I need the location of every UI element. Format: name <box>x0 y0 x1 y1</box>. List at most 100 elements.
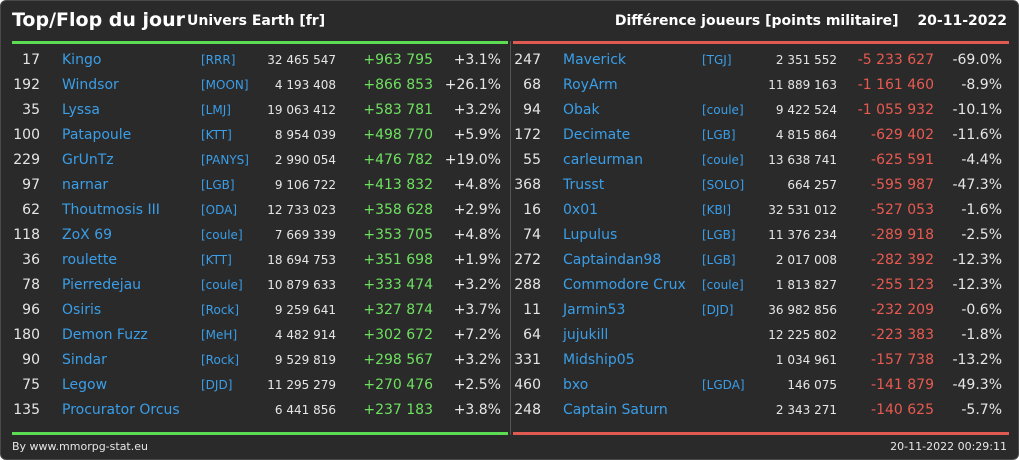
top-row: 100 Patapoule [KTT] 8 954 039 +498 770 +5.9% <box>12 123 508 148</box>
alliance-tag-link[interactable]: [KTT] <box>201 253 232 267</box>
percent-cell: +4.8% <box>453 177 501 193</box>
diff-cell: -141 879 <box>871 377 934 393</box>
player-name-link[interactable]: GrUnTz <box>62 152 114 168</box>
percent-cell: -47.3% <box>952 177 1002 193</box>
alliance-tag-link[interactable]: [RRR] <box>201 53 236 67</box>
alliance-tag-link[interactable]: [DJD] <box>702 303 734 317</box>
player-name-link[interactable]: Windsor <box>62 77 119 93</box>
points-cell: 2 990 054 <box>274 153 336 167</box>
top-rule-upper <box>12 41 508 44</box>
player-name-link[interactable]: narnar <box>62 177 109 193</box>
percent-cell: -69.0% <box>952 52 1002 68</box>
player-name-link[interactable]: RoyArm <box>563 77 618 93</box>
rank-cell: 75 <box>22 377 40 393</box>
percent-cell: +26.1% <box>444 77 501 93</box>
player-name-link[interactable]: Procurator Orcus <box>62 402 180 418</box>
alliance-tag-link[interactable]: [LMJ] <box>201 103 231 117</box>
alliance-tag-link[interactable]: [LGB] <box>702 228 736 242</box>
player-name-link[interactable]: Legow <box>62 377 108 393</box>
rank-cell: 331 <box>514 352 541 368</box>
points-cell: 12 733 023 <box>267 203 336 217</box>
points-cell: 19 063 412 <box>267 103 336 117</box>
diff-cell: +498 770 <box>363 127 433 143</box>
player-name-link[interactable]: Trusst <box>563 177 605 193</box>
points-cell: 32 465 547 <box>267 53 336 67</box>
alliance-tag-link[interactable]: [coule] <box>702 278 744 292</box>
alliance-tag-link[interactable]: [coule] <box>201 278 243 292</box>
player-name-link[interactable]: Lupulus <box>563 227 618 243</box>
rank-cell: 16 <box>523 202 541 218</box>
alliance-tag-link[interactable]: [LGB] <box>702 253 736 267</box>
alliance-tag-link[interactable]: [SOLO] <box>702 178 745 192</box>
credit-link[interactable]: By www.mmorpg-stat.eu <box>12 440 148 453</box>
player-name-link[interactable]: Decimate <box>563 127 631 143</box>
player-name-link[interactable]: Kingo <box>62 52 102 68</box>
alliance-tag-link[interactable]: [LGDA] <box>702 378 745 392</box>
player-name-link[interactable]: Thoutmosis III <box>62 202 160 218</box>
top-row: 35 Lyssa [LMJ] 19 063 412 +583 781 +3.2% <box>12 98 508 123</box>
player-name-link[interactable]: Demon Fuzz <box>62 327 148 343</box>
rank-cell: 248 <box>514 402 541 418</box>
points-cell: 1 034 961 <box>775 353 837 367</box>
flop-rule-upper <box>513 41 1009 44</box>
player-name-link[interactable]: roulette <box>62 252 117 268</box>
percent-cell: -1.8% <box>961 327 1002 343</box>
top-row: 192 Windsor [MOON] 4 193 408 +866 853 +26.1% <box>12 73 508 98</box>
player-name-link[interactable]: Commodore Crux <box>563 277 686 293</box>
rank-cell: 55 <box>523 152 541 168</box>
percent-cell: -8.9% <box>961 77 1002 93</box>
points-cell: 8 954 039 <box>274 128 336 142</box>
player-name-link[interactable]: Obak <box>563 102 600 118</box>
points-cell: 36 982 856 <box>768 303 837 317</box>
player-name-link[interactable]: bxo <box>563 377 589 393</box>
alliance-tag-link[interactable]: [LGB] <box>201 178 235 192</box>
diff-cell: +866 853 <box>363 77 433 93</box>
percent-cell: +3.2% <box>453 352 501 368</box>
percent-cell: -10.1% <box>952 102 1002 118</box>
alliance-tag-link[interactable]: [DJD] <box>201 378 233 392</box>
player-name-link[interactable]: Patapoule <box>62 127 132 143</box>
alliance-tag-link[interactable]: [PANYS] <box>201 153 249 167</box>
player-name-link[interactable]: Captain Saturn <box>563 402 668 418</box>
alliance-tag-link[interactable]: [TGJ] <box>702 53 732 67</box>
alliance-tag-link[interactable]: [Rock] <box>201 303 240 317</box>
flop-row: 64 jujukill 12 225 802 -223 383 -1.8% <box>513 323 1009 348</box>
player-name-link[interactable]: Captaindan98 <box>563 252 662 268</box>
player-name-link[interactable]: ZoX 69 <box>62 227 113 243</box>
top-row: 75 Legow [DJD] 11 295 279 +270 476 +2.5% <box>12 373 508 398</box>
rank-cell: 90 <box>22 352 40 368</box>
player-name-link[interactable]: Lyssa <box>62 102 100 118</box>
alliance-tag-link[interactable]: [coule] <box>201 228 243 242</box>
flop-row: 460 bxo [LGDA] 146 075 -141 879 -49.3% <box>513 373 1009 398</box>
percent-cell: +5.9% <box>453 127 501 143</box>
player-name-link[interactable]: jujukill <box>563 327 609 343</box>
alliance-tag-link[interactable]: [MeH] <box>201 328 238 342</box>
alliance-tag-link[interactable]: [MOON] <box>201 78 249 92</box>
alliance-tag-link[interactable]: [ODA] <box>201 203 238 217</box>
points-cell: 4 815 864 <box>775 128 837 142</box>
alliance-tag-link[interactable]: [coule] <box>702 153 744 167</box>
points-cell: 4 482 914 <box>274 328 336 342</box>
alliance-tag-link[interactable]: [Rock] <box>201 353 240 367</box>
alliance-tag-link[interactable]: [coule] <box>702 103 744 117</box>
flop-row: 11 Jarmin53 [DJD] 36 982 856 -232 209 -0.6% <box>513 298 1009 323</box>
player-name-link[interactable]: Pierredejau <box>62 277 142 293</box>
alliance-tag-link[interactable]: [KTT] <box>201 128 232 142</box>
player-name-link[interactable]: Osiris <box>62 302 102 318</box>
alliance-tag-link[interactable]: [LGB] <box>702 128 736 142</box>
percent-cell: +3.8% <box>453 402 501 418</box>
diff-cell: -223 383 <box>871 327 934 343</box>
flop-panel: 247 Maverick [TGJ] 2 351 552 -5 233 627 -69.0… <box>513 41 1009 435</box>
points-cell: 664 257 <box>787 178 837 192</box>
points-cell: 11 376 234 <box>768 228 837 242</box>
player-name-link[interactable]: Maverick <box>563 52 627 68</box>
top-row: 97 narnar [LGB] 9 106 722 +413 832 +4.8% <box>12 173 508 198</box>
alliance-tag-link[interactable]: [KBI] <box>702 203 732 217</box>
player-name-link[interactable]: carleurman <box>563 152 644 168</box>
player-name-link[interactable]: Midship05 <box>563 352 635 368</box>
player-name-link[interactable]: Sindar <box>62 352 107 368</box>
rank-cell: 229 <box>13 152 40 168</box>
player-name-link[interactable]: Jarmin53 <box>563 302 626 318</box>
player-name-link[interactable]: 0x01 <box>563 202 599 218</box>
diff-cell: -5 233 627 <box>857 52 934 68</box>
